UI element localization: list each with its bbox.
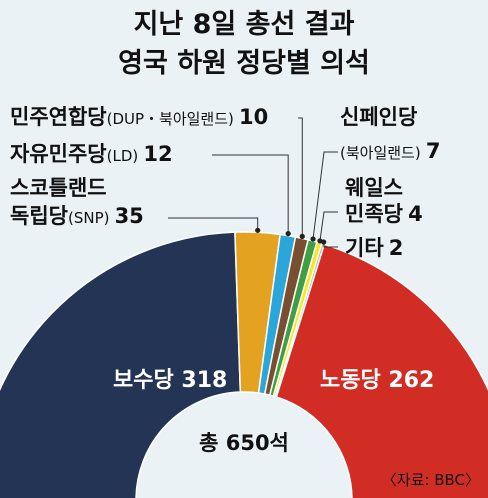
source-label: 〈자료: BBC〉 [382, 471, 480, 489]
leader-dot-신페인당(북아일랜드) [310, 236, 316, 242]
segment-보수당 [0, 231, 242, 498]
label-snp: 독립당(SNP) 35 [10, 204, 144, 228]
label-snp-line1: 스코틀랜드 [10, 176, 107, 200]
label-sinnfein-line1: 신페인당 [340, 105, 417, 129]
leader-dot-스코틀랜드 독립당(SNP) [255, 227, 261, 233]
leader-신페인당(북아일랜드) [312, 151, 338, 240]
label-conservative: 보수당 318 [113, 368, 227, 393]
total-label: 총 650석 [199, 431, 289, 455]
leader-lines [168, 117, 338, 248]
label-plaid: 민족당 4 [345, 202, 423, 226]
chart-title-line1: 지난 8일 총선 결과 [134, 9, 355, 40]
leader-dot-민주연합당(DUP·북아일랜드) [299, 233, 305, 239]
label-other: 기타 2 [345, 236, 403, 260]
leader-dot-기타 [321, 239, 327, 245]
leader-민주연합당(DUP·북아일랜드) [298, 117, 303, 237]
leader-자유민주당(LD) [212, 154, 289, 234]
segments-group [0, 231, 488, 498]
label-sinnfein: (북아일랜드) 7 [340, 139, 440, 163]
leader-웨일스 민족당 [319, 211, 338, 241]
segment-노동당 [275, 243, 488, 498]
label-dup: 민주연합당(DUP・북아일랜드) 10 [10, 105, 268, 129]
leader-스코틀랜드 독립당(SNP) [168, 217, 259, 231]
chart-title-line2: 영국 하원 정당별 의석 [118, 48, 370, 79]
label-labour: 노동당 262 [320, 368, 434, 393]
label-ld: 자유민주당(LD) 12 [10, 142, 173, 166]
label-plaid-line1: 웨일스 [345, 176, 403, 200]
leader-dot-자유민주당(LD) [285, 231, 291, 237]
